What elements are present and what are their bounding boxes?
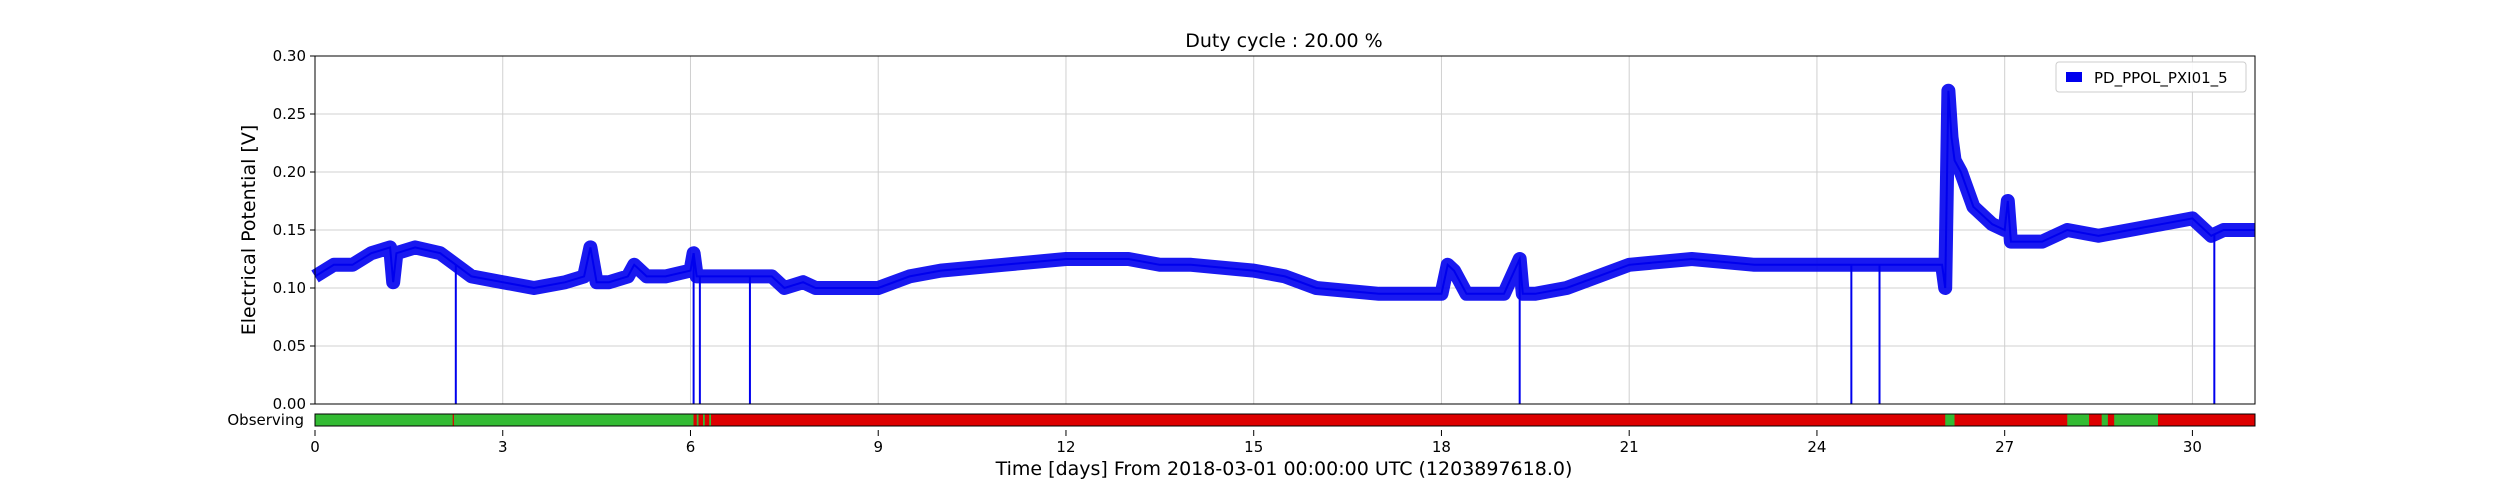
x-tick-label: 0	[310, 438, 320, 456]
state-bar-frame	[314, 413, 2256, 427]
y-tick-label: 0.30	[273, 47, 306, 65]
x-tick-label: 21	[1620, 438, 1639, 456]
state-segment-off	[2158, 414, 2255, 426]
x-tick-label: 12	[1056, 438, 1075, 456]
state-segment-off	[704, 414, 710, 426]
x-tick-label: 9	[873, 438, 883, 456]
state-segment-off	[2107, 414, 2115, 426]
legend: PD_PPOL_PXI01_5	[2055, 61, 2247, 93]
state-segment-off	[698, 414, 703, 426]
state-segment-off	[2089, 414, 2102, 426]
y-tick-label: 0.00	[273, 395, 306, 413]
state-segment-off	[711, 414, 1946, 426]
state-segment-on	[696, 414, 699, 426]
state-segment-on	[315, 414, 453, 426]
grid	[314, 55, 2255, 405]
y-ticks: 0.00 0.05 0.10 0.15 0.20 0.25 0.30	[273, 47, 315, 413]
series-layer	[311, 83, 2255, 404]
state-bar	[314, 413, 2256, 427]
state-segment-off	[693, 414, 697, 426]
y-axis-label: Electrical Potential [V]	[238, 125, 260, 335]
y-tick-label: 0.05	[273, 337, 306, 355]
series-line	[314, 90, 2255, 295]
state-segment-on	[709, 414, 712, 426]
x-tick-label: 27	[1995, 438, 2014, 456]
y-tick-label: 0.15	[273, 221, 306, 239]
state-segment-on	[2067, 414, 2090, 426]
state-segment-on	[2101, 414, 2108, 426]
legend-swatch	[2066, 72, 2082, 82]
state-segment-on	[2114, 414, 2158, 426]
state-segment-on	[453, 414, 694, 426]
x-tick-label: 3	[498, 438, 508, 456]
chart-title: Duty cycle : 20.00 %	[1185, 30, 1382, 52]
x-tick-label: 6	[686, 438, 696, 456]
series-line-band	[311, 83, 2255, 301]
state-segment-on	[1945, 414, 1955, 426]
x-ticks: 0 3 6 9 12 15 18 21 24 27 30	[310, 430, 2202, 456]
state-segment-on	[703, 414, 705, 426]
x-tick-label: 18	[1432, 438, 1451, 456]
state-segment-off	[1954, 414, 2068, 426]
y-tick-label: 0.25	[273, 105, 306, 123]
state-bar-label: Observing	[227, 411, 304, 429]
y-tick-label: 0.20	[273, 163, 306, 181]
x-axis-label: Time [days] From 2018-03-01 00:00:00 UTC…	[995, 458, 1573, 480]
x-tick-label: 24	[1807, 438, 1826, 456]
legend-entry-pd-ppol-pxi01-5: PD_PPOL_PXI01_5	[2094, 69, 2228, 88]
legend-box	[2055, 61, 2247, 93]
x-tick-label: 30	[2183, 438, 2202, 456]
x-tick-label: 15	[1244, 438, 1263, 456]
y-tick-label: 0.10	[273, 279, 306, 297]
